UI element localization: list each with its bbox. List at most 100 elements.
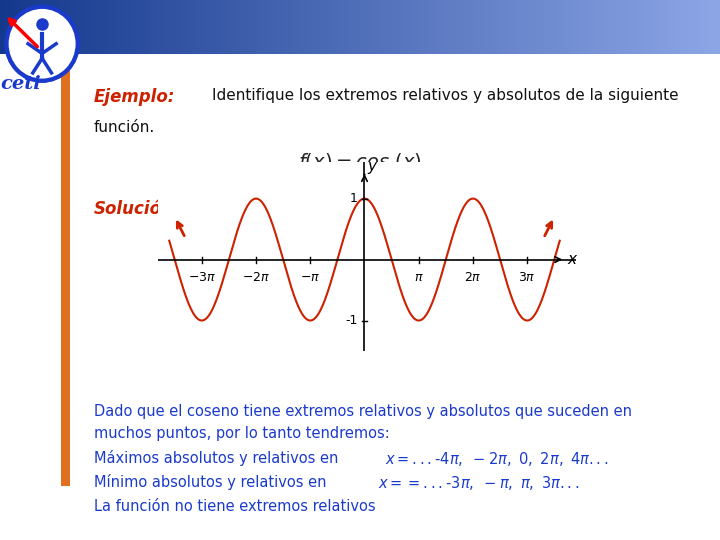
Bar bbox=[212, 0, 216, 54]
Bar bbox=[346, 0, 349, 54]
Bar bbox=[482, 0, 486, 54]
Bar bbox=[522, 0, 526, 54]
Bar bbox=[245, 0, 248, 54]
Bar bbox=[565, 0, 569, 54]
Bar bbox=[508, 0, 511, 54]
Bar bbox=[97, 0, 101, 54]
Bar bbox=[374, 0, 378, 54]
Bar bbox=[216, 0, 220, 54]
Bar bbox=[274, 0, 277, 54]
Bar bbox=[238, 0, 241, 54]
Bar bbox=[266, 0, 270, 54]
Text: Máximos absolutos y relativos en: Máximos absolutos y relativos en bbox=[94, 450, 343, 466]
Bar bbox=[655, 0, 659, 54]
Bar bbox=[490, 0, 493, 54]
Bar bbox=[601, 0, 605, 54]
Bar bbox=[317, 0, 320, 54]
Bar bbox=[446, 0, 450, 54]
Bar bbox=[248, 0, 252, 54]
Bar bbox=[119, 0, 122, 54]
Bar bbox=[371, 0, 374, 54]
Bar bbox=[410, 0, 414, 54]
Bar bbox=[698, 0, 702, 54]
Bar bbox=[425, 0, 428, 54]
Bar bbox=[432, 0, 436, 54]
Bar bbox=[652, 0, 655, 54]
Bar bbox=[230, 0, 234, 54]
Bar bbox=[205, 0, 209, 54]
Bar bbox=[7, 0, 11, 54]
Bar bbox=[259, 0, 263, 54]
Bar bbox=[76, 0, 79, 54]
Text: y: y bbox=[367, 159, 377, 174]
Bar bbox=[450, 0, 454, 54]
Bar bbox=[83, 0, 86, 54]
Bar bbox=[688, 0, 691, 54]
Bar bbox=[558, 0, 562, 54]
Bar bbox=[252, 0, 256, 54]
Bar bbox=[389, 0, 392, 54]
Bar bbox=[569, 0, 572, 54]
Bar bbox=[378, 0, 382, 54]
Bar bbox=[112, 0, 115, 54]
Bar bbox=[335, 0, 338, 54]
Bar bbox=[220, 0, 223, 54]
Bar bbox=[277, 0, 281, 54]
Bar bbox=[299, 0, 302, 54]
Text: $2\pi$: $2\pi$ bbox=[464, 271, 482, 284]
Bar bbox=[140, 0, 144, 54]
Bar bbox=[148, 0, 151, 54]
Text: $x= =...\text{-}3\pi,\ -\pi,\ \pi,\ 3\pi...$: $x= =...\text{-}3\pi,\ -\pi,\ \pi,\ 3\pi… bbox=[378, 475, 580, 492]
Bar bbox=[612, 0, 616, 54]
Bar bbox=[464, 0, 468, 54]
Bar bbox=[461, 0, 464, 54]
Bar bbox=[79, 0, 83, 54]
Bar bbox=[281, 0, 284, 54]
Bar bbox=[25, 0, 29, 54]
Bar bbox=[709, 0, 713, 54]
Bar bbox=[126, 0, 130, 54]
Bar bbox=[306, 0, 310, 54]
Bar bbox=[454, 0, 457, 54]
Bar bbox=[626, 0, 630, 54]
Bar bbox=[43, 0, 47, 54]
Bar bbox=[101, 0, 104, 54]
Bar bbox=[472, 0, 475, 54]
Bar bbox=[536, 0, 540, 54]
Bar bbox=[670, 0, 673, 54]
Bar bbox=[18, 0, 22, 54]
Bar bbox=[414, 0, 418, 54]
Bar bbox=[684, 0, 688, 54]
Text: Dado que el coseno tiene extremos relativos y absolutos que suceden en: Dado que el coseno tiene extremos relati… bbox=[94, 404, 631, 419]
Bar bbox=[90, 0, 94, 54]
Text: $f(x)=cos\ (x)$: $f(x)=cos\ (x)$ bbox=[298, 151, 422, 172]
Text: Ejemplo:: Ejemplo: bbox=[94, 88, 175, 106]
Bar bbox=[86, 0, 90, 54]
Bar bbox=[590, 0, 594, 54]
Bar bbox=[580, 0, 583, 54]
Bar bbox=[695, 0, 698, 54]
Bar bbox=[256, 0, 259, 54]
Bar bbox=[108, 0, 112, 54]
Bar bbox=[443, 0, 446, 54]
Bar bbox=[234, 0, 238, 54]
Bar bbox=[594, 0, 598, 54]
Bar bbox=[616, 0, 619, 54]
Bar bbox=[4, 0, 7, 54]
Text: Solución:: Solución: bbox=[94, 200, 180, 218]
Bar bbox=[396, 0, 400, 54]
Bar bbox=[608, 0, 612, 54]
Bar bbox=[356, 0, 360, 54]
Bar bbox=[400, 0, 403, 54]
Bar bbox=[706, 0, 709, 54]
Text: $\pi$: $\pi$ bbox=[414, 271, 423, 284]
Bar bbox=[22, 0, 25, 54]
Bar bbox=[194, 0, 198, 54]
Bar bbox=[328, 0, 331, 54]
Bar bbox=[551, 0, 554, 54]
Bar bbox=[209, 0, 212, 54]
Text: función.: función. bbox=[94, 120, 155, 134]
Bar bbox=[288, 0, 292, 54]
Bar bbox=[511, 0, 515, 54]
Bar bbox=[457, 0, 461, 54]
